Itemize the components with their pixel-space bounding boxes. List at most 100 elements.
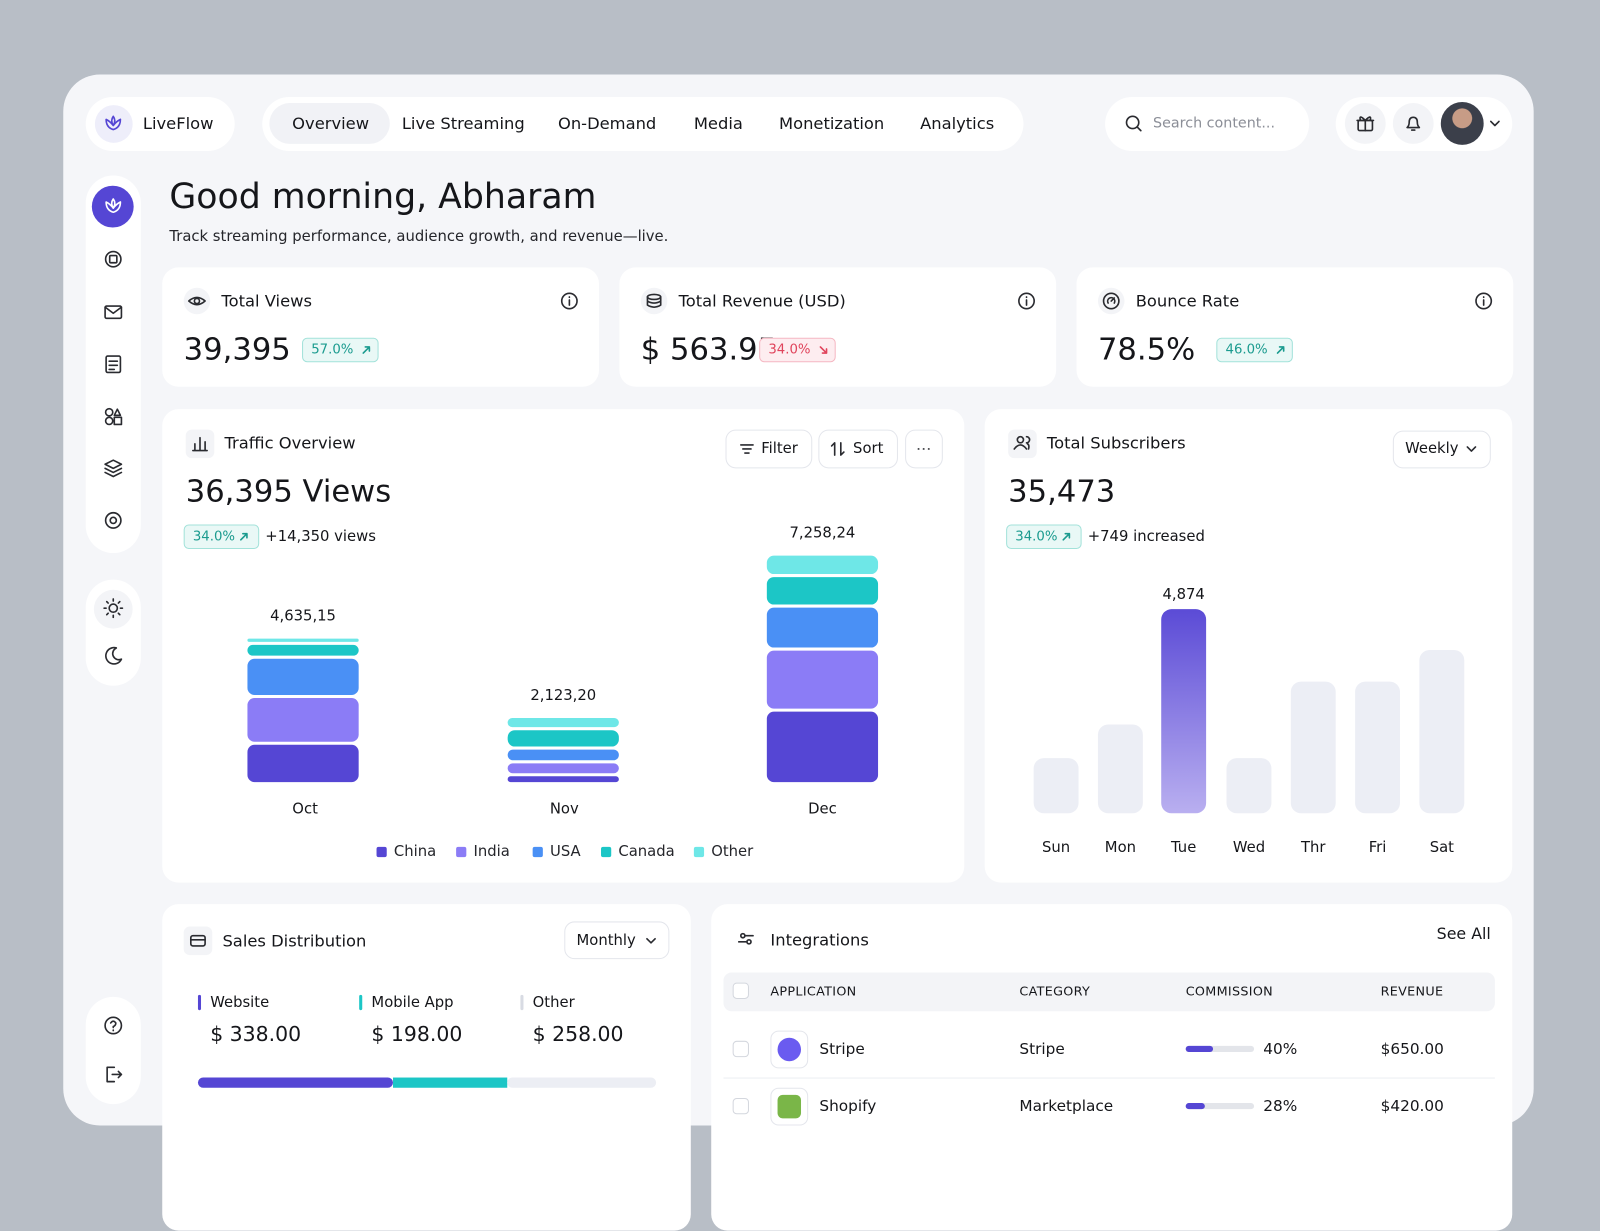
revenue: $650.00 (1380, 1039, 1444, 1059)
button-label[interactable]: Filter (761, 440, 798, 458)
kpi-value: 39,395 (183, 332, 291, 368)
x-tick-label: Wed (1232, 839, 1266, 857)
segment-name: Website (210, 994, 270, 1012)
card-title: Integrations (770, 930, 869, 950)
x-tick-label: Sun (1042, 839, 1071, 857)
search-placeholder: Search content... (1153, 115, 1275, 132)
legend-label: Canada (618, 843, 675, 861)
kpi-card (162, 267, 599, 387)
sidebar (85, 175, 141, 554)
change-value: 34.0% (768, 342, 811, 358)
headline: 35,473 (1008, 473, 1116, 510)
avatar[interactable] (1440, 102, 1484, 145)
x-tick-label: Sat (1429, 839, 1454, 857)
body: LiveFlow Overview Live Streaming On-Demand M… (63, 74, 1534, 1231)
kpi-card (619, 267, 1057, 387)
nav-item[interactable]: Overview (292, 113, 370, 134)
column-header: APPLICATION (770, 983, 857, 999)
change-note: +14,350 views (265, 528, 376, 545)
nav-active (269, 103, 390, 144)
filter-button[interactable] (725, 429, 813, 469)
kpi-icon-bg (1097, 287, 1125, 315)
x-tick-label: Fri (1368, 839, 1387, 857)
change-value: 34.0% (192, 529, 236, 545)
button-label[interactable]: Sort (853, 440, 884, 458)
dropdown-label[interactable]: Weekly (1405, 440, 1459, 458)
brand-logo (94, 105, 133, 143)
x-tick-label: Mon (1104, 839, 1137, 857)
x-tick-label: Tue (1171, 839, 1197, 857)
commission-label: 40% (1263, 1039, 1298, 1059)
row-divider (723, 1077, 1495, 1079)
app-name: Stripe (819, 1039, 865, 1059)
checkbox[interactable] (732, 1097, 749, 1115)
legend-label: India (473, 843, 510, 861)
app-logo (777, 1037, 802, 1062)
x-tick-label: Oct (292, 801, 318, 818)
greeting-subtitle: Track streaming performance, audience gr… (169, 228, 669, 245)
legend-label: China (393, 843, 437, 861)
nav-item[interactable]: Media (693, 113, 743, 134)
app-logo (777, 1094, 802, 1119)
segment-name: Mobile App (371, 994, 454, 1012)
kpi-label: Bounce Rate (1135, 291, 1240, 311)
brand-name: LiveFlow (142, 113, 214, 134)
card-title: Traffic Overview (224, 433, 356, 453)
more-button[interactable] (905, 429, 943, 469)
dropdown-label[interactable]: Monthly (576, 932, 636, 949)
change-note: +749 increased (1087, 528, 1205, 545)
kpi-value: $ 563.95 (640, 332, 778, 368)
gift-button[interactable] (1344, 103, 1386, 144)
kpi-icon-bg (640, 287, 668, 315)
checkbox[interactable] (732, 1040, 749, 1058)
card-title: Total Subscribers (1046, 433, 1186, 453)
nav-item[interactable]: Monetization (778, 113, 885, 134)
kpi-label: Total Revenue (USD) (678, 291, 846, 311)
stage: LiveFlow Overview Live Streaming On-Demand M… (63, 74, 1534, 1231)
kpi-icon-bg (183, 287, 211, 315)
traffic-icon-bg (185, 429, 215, 459)
app-category: Marketplace (1019, 1096, 1114, 1116)
app-name: Shopify (819, 1096, 877, 1116)
legend-label: Other (711, 843, 754, 861)
revenue: $420.00 (1380, 1096, 1444, 1116)
segment-marker (359, 994, 363, 1011)
legend-label: USA (549, 843, 581, 861)
change-value: 34.0% (1015, 529, 1058, 545)
x-tick-label: Thr (1301, 839, 1326, 857)
sidebar-active[interactable] (91, 185, 134, 228)
change-value: 46.0% (1225, 342, 1268, 358)
segment-name: Other (532, 994, 575, 1012)
nav-item[interactable]: Analytics (920, 113, 995, 134)
checkbox[interactable] (732, 982, 749, 999)
segment-value: $ 198.00 (371, 1021, 463, 1046)
kpi-label: Total Views (221, 291, 313, 311)
subs-icon-bg (1008, 429, 1037, 459)
kpi-value: 78.5% (1097, 332, 1196, 368)
see-all-link[interactable]: See All (1436, 924, 1491, 943)
segment-value: $ 258.00 (532, 1021, 624, 1046)
segment-marker (197, 994, 202, 1011)
nav-item[interactable]: On-Demand (557, 113, 657, 134)
column-header: REVENUE (1380, 983, 1444, 999)
nav-item[interactable]: Live Streaming (401, 113, 525, 134)
card-title: Sales Distribution (222, 931, 367, 951)
segment-value: $ 338.00 (210, 1021, 302, 1046)
sidebar-bottom (85, 996, 141, 1105)
column-header: COMMISSION (1185, 983, 1274, 999)
change-value: 57.0% (311, 342, 354, 358)
headline: 36,395 Views (185, 473, 392, 510)
segment-marker (520, 994, 524, 1011)
column-header: CATEGORY (1019, 983, 1091, 999)
theme-active[interactable] (93, 589, 133, 629)
app-category: Stripe (1019, 1039, 1065, 1059)
page: LiveFlow Dashboard { "brand": "LiveFlow"… (63, 74, 1534, 1231)
integrations-card (711, 904, 1513, 1231)
sales-icon-bg (183, 926, 213, 956)
kpi-card (1076, 267, 1514, 387)
change-badge (759, 337, 836, 363)
commission-label: 28% (1263, 1096, 1298, 1116)
greeting-title: Good morning, Abharam (169, 176, 597, 218)
bell-button[interactable] (1392, 103, 1434, 144)
table-header (723, 972, 1495, 1012)
